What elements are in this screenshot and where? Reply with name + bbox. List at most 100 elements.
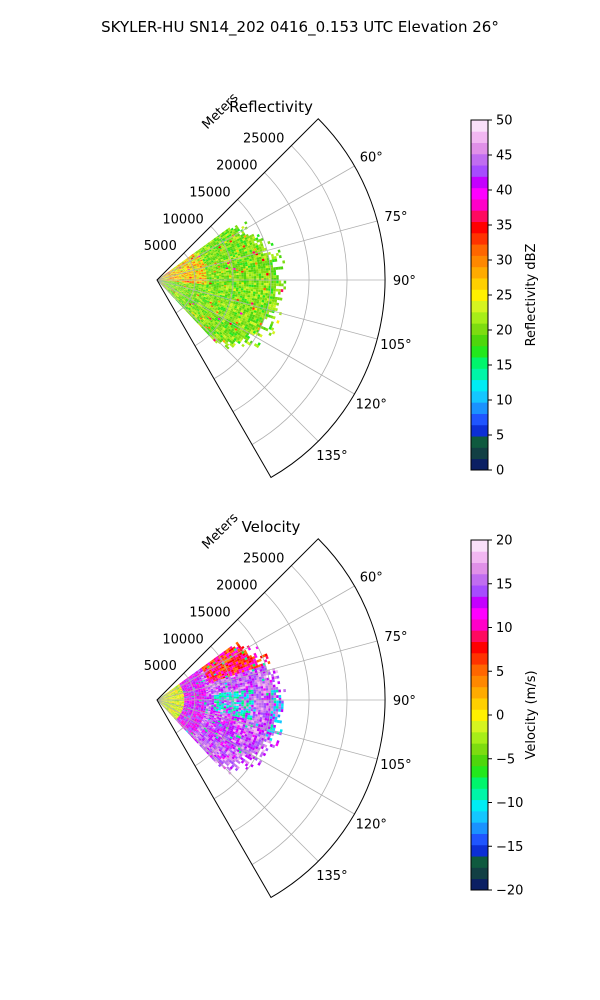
velocity-cell	[196, 697, 200, 699]
reflectivity-cell	[251, 248, 255, 252]
reflectivity-cell	[200, 254, 203, 257]
reflectivity-cell	[184, 290, 188, 292]
reflectivity-cell	[278, 255, 282, 259]
reflectivity-cell	[200, 270, 204, 273]
reflectivity-cell	[166, 287, 170, 289]
velocity-cell	[270, 708, 274, 712]
reflectivity-cell	[224, 242, 228, 246]
reflectivity-cell	[175, 265, 178, 268]
reflectivity-cell	[232, 246, 236, 250]
reflectivity-colorbar-tick-label: 50	[496, 114, 513, 129]
velocity-cell	[235, 687, 239, 690]
reflectivity-cell	[250, 329, 254, 333]
reflectivity-cell	[194, 307, 198, 310]
reflectivity-cell	[250, 293, 253, 296]
velocity-cell	[184, 700, 187, 702]
reflectivity-cell	[221, 286, 224, 288]
reflectivity-cell	[269, 259, 273, 263]
reflectivity-cell	[178, 275, 182, 277]
reflectivity-cell	[262, 292, 266, 296]
velocity-cell	[214, 701, 217, 704]
reflectivity-title: Reflectivity	[229, 98, 313, 116]
reflectivity-cell	[175, 272, 179, 274]
reflectivity-cell	[188, 286, 192, 288]
reflectivity-cell	[241, 276, 244, 279]
velocity-cell	[253, 687, 256, 690]
reflectivity-cell	[204, 300, 208, 304]
reflectivity-cell	[188, 293, 192, 295]
reflectivity-cell	[190, 300, 194, 303]
reflectivity-cell	[209, 307, 213, 310]
reflectivity-cell	[245, 253, 249, 256]
reflectivity-cell	[237, 265, 241, 268]
reflectivity-cell	[168, 289, 171, 292]
reflectivity-cell	[194, 299, 197, 302]
reflectivity-cell	[202, 265, 205, 268]
velocity-cell	[264, 715, 268, 719]
reflectivity-cell	[184, 283, 187, 285]
reflectivity-cell	[236, 319, 240, 323]
velocity-cell	[221, 700, 225, 702]
reflectivity-cell	[283, 286, 287, 290]
reflectivity-cell	[208, 269, 211, 271]
reflectivity-cell	[250, 289, 254, 292]
velocity-cell	[263, 688, 266, 691]
reflectivity-cell	[204, 278, 207, 280]
velocity-cell	[266, 693, 269, 696]
velocity-cell	[258, 707, 262, 710]
reflectivity-cell	[214, 249, 218, 253]
reflectivity-cell	[265, 262, 268, 266]
reflectivity-cell	[213, 259, 217, 262]
reflectivity-cell	[181, 282, 185, 284]
reflectivity-cell	[209, 262, 212, 265]
reflectivity-cell	[173, 285, 176, 288]
reflectivity-cell	[170, 272, 173, 274]
reflectivity-cell	[266, 280, 269, 284]
reflectivity-cell	[191, 282, 195, 284]
reflectivity-cell	[194, 267, 198, 269]
reflectivity-cell	[207, 319, 210, 323]
reflectivity-cell	[253, 255, 257, 259]
reflectivity-cell	[225, 314, 229, 317]
reflectivity-cell	[274, 299, 278, 303]
reflectivity-cell	[221, 280, 225, 282]
reflectivity-cell	[252, 243, 256, 247]
reflectivity-cell	[181, 277, 185, 279]
reflectivity-cell	[263, 285, 267, 289]
reflectivity-cell	[200, 269, 204, 272]
reflectivity-cell	[222, 300, 226, 303]
velocity-cell	[264, 680, 268, 684]
reflectivity-cell	[241, 306, 245, 310]
reflectivity-cell	[223, 230, 227, 234]
reflectivity-cell	[161, 282, 164, 285]
reflectivity-cell	[220, 266, 224, 269]
velocity-cell	[272, 711, 276, 715]
reflectivity-cell	[216, 296, 220, 300]
reflectivity-cell	[275, 252, 279, 257]
reflectivity-cell	[176, 280, 180, 282]
reflectivity-cell	[182, 299, 185, 302]
velocity-cell	[243, 710, 246, 713]
reflectivity-cell	[240, 270, 244, 273]
velocity-cell	[270, 690, 274, 693]
reflectivity-cell	[224, 264, 228, 267]
reflectivity-cell	[233, 289, 236, 292]
reflectivity-cell	[246, 286, 249, 289]
reflectivity-cell	[188, 258, 191, 261]
reflectivity-cell	[248, 282, 252, 285]
reflectivity-cell	[215, 240, 219, 244]
reflectivity-cell	[170, 271, 173, 274]
velocity-cell	[226, 693, 229, 696]
reflectivity-cell	[257, 294, 261, 298]
reflectivity-cell	[225, 299, 229, 303]
reflectivity-cell	[222, 266, 226, 269]
reflectivity-cell	[242, 251, 246, 255]
reflectivity-cell	[182, 289, 186, 291]
reflectivity-cell	[239, 252, 243, 256]
reflectivity-cell	[216, 287, 219, 289]
reflectivity-cell	[175, 291, 179, 294]
reflectivity-cell	[220, 244, 224, 248]
reflectivity-cell	[164, 286, 167, 289]
reflectivity-cell	[261, 256, 265, 259]
reflectivity-cell	[174, 282, 177, 284]
